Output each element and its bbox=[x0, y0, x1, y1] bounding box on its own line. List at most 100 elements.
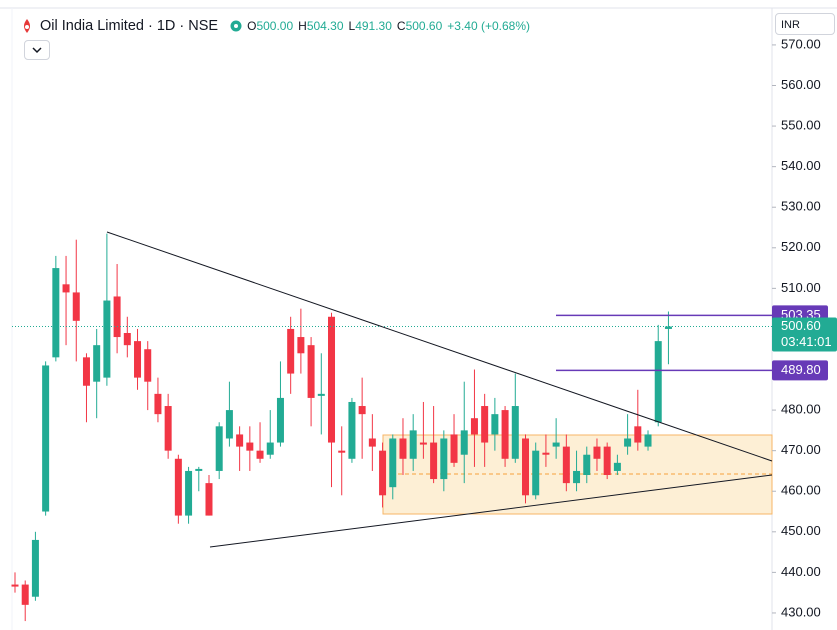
logo bbox=[24, 19, 30, 33]
ohlc-value: 504.30 bbox=[306, 19, 344, 33]
candle-body bbox=[532, 450, 540, 496]
candle-body bbox=[123, 332, 131, 346]
symbol-title: Oil India Limited · 1D · NSE bbox=[40, 18, 219, 34]
ohlc-values: O500.00 H504.30 L491.30 C500.60 bbox=[242, 19, 442, 33]
candle-body bbox=[348, 401, 356, 459]
candle-body bbox=[481, 406, 489, 443]
ohlc-key: C bbox=[396, 19, 406, 33]
legend-header: Oil India Limited · 1D · NSE O500.00 H504… bbox=[22, 16, 530, 36]
y-tick-label: 540.00 bbox=[781, 158, 821, 173]
candle-body bbox=[511, 406, 519, 459]
candle-body bbox=[634, 426, 642, 443]
candle-body bbox=[542, 452, 550, 455]
candle-body bbox=[113, 296, 121, 338]
candle-body bbox=[266, 442, 274, 455]
candle-body bbox=[287, 328, 295, 374]
candle-body bbox=[399, 438, 407, 459]
candle-body bbox=[21, 584, 29, 605]
candle-body bbox=[82, 357, 90, 386]
candle-body bbox=[644, 434, 652, 447]
last-price-badge bbox=[772, 317, 837, 352]
candle-body bbox=[593, 446, 601, 459]
trendline-upper bbox=[106, 231, 773, 462]
candle-body bbox=[491, 414, 499, 435]
y-tick-label: 560.00 bbox=[781, 77, 821, 92]
price-change: +3.40 (+0.68%) bbox=[447, 19, 531, 33]
candle-body bbox=[185, 470, 193, 516]
candle-body bbox=[72, 292, 80, 321]
candle-body bbox=[613, 462, 621, 471]
candle-body bbox=[624, 438, 632, 447]
candle-body bbox=[307, 345, 315, 398]
ohlc-key: L bbox=[348, 19, 356, 33]
candle-body bbox=[501, 410, 509, 459]
candle-body bbox=[215, 426, 223, 471]
candle-body bbox=[276, 397, 284, 443]
candle-body bbox=[450, 434, 458, 463]
candle-body bbox=[389, 438, 397, 488]
candle-body bbox=[225, 410, 233, 439]
status-dot bbox=[230, 20, 242, 32]
candle-body bbox=[654, 341, 662, 423]
candle-body bbox=[205, 483, 213, 516]
candle-body bbox=[144, 349, 152, 382]
candle-body bbox=[246, 442, 254, 451]
candle-body bbox=[583, 454, 591, 476]
candle-body bbox=[134, 341, 142, 378]
candle-body bbox=[664, 326, 672, 329]
candle-body bbox=[103, 300, 111, 378]
candle-body bbox=[358, 406, 366, 415]
candle-body bbox=[31, 539, 39, 597]
candle-body bbox=[154, 393, 162, 415]
candle-body bbox=[379, 450, 387, 496]
plot bbox=[11, 233, 772, 622]
countdown-label: 03:41:01 bbox=[781, 334, 832, 349]
price-axis: 430.00440.00450.00460.00470.00480.00490.… bbox=[772, 36, 837, 619]
y-tick-label: 440.00 bbox=[781, 564, 821, 579]
candle-body bbox=[42, 365, 50, 512]
ohlc-value: 491.30 bbox=[355, 19, 392, 33]
chevron bbox=[32, 47, 42, 54]
ohlc-key: H bbox=[298, 19, 307, 33]
candle-body bbox=[256, 450, 264, 459]
candle-body bbox=[368, 438, 376, 447]
candle-body bbox=[552, 442, 560, 447]
y-tick-label: 530.00 bbox=[781, 199, 821, 214]
candle-body bbox=[338, 450, 346, 453]
y-tick-label: 520.00 bbox=[781, 239, 821, 254]
candle-body bbox=[297, 337, 305, 354]
y-tick-label: 570.00 bbox=[781, 36, 821, 51]
ohlc-value: 500.60 bbox=[405, 19, 443, 33]
last-price-label: 500.60 bbox=[781, 318, 821, 333]
y-tick-label: 470.00 bbox=[781, 442, 821, 457]
candle-body bbox=[174, 458, 182, 516]
ohlc-key: O bbox=[247, 19, 257, 33]
candle-body bbox=[440, 438, 448, 480]
candle-body bbox=[52, 268, 60, 358]
price-level-label: 489.80 bbox=[781, 362, 821, 377]
y-tick-label: 430.00 bbox=[781, 604, 821, 619]
candle-body bbox=[62, 284, 70, 293]
y-tick-label: 460.00 bbox=[781, 483, 821, 498]
trendline-lower bbox=[209, 474, 773, 548]
candle-body bbox=[93, 345, 101, 382]
candle-body bbox=[317, 393, 325, 396]
candle-body bbox=[419, 442, 427, 445]
candle-body bbox=[164, 406, 172, 451]
candle-body bbox=[11, 584, 19, 587]
currency-button[interactable]: INR bbox=[775, 13, 835, 35]
candle-body bbox=[573, 470, 581, 484]
collapse-button[interactable] bbox=[24, 40, 50, 60]
ohlc-value: 500.00 bbox=[256, 19, 294, 33]
y-tick-label: 480.00 bbox=[781, 402, 821, 417]
candle-body bbox=[522, 438, 529, 496]
candle-body bbox=[236, 434, 244, 447]
candle-body bbox=[328, 316, 336, 443]
y-tick-label: 450.00 bbox=[781, 523, 821, 538]
y-tick-label: 510.00 bbox=[781, 280, 821, 295]
y-tick-label: 550.00 bbox=[781, 118, 821, 133]
candle-body bbox=[562, 446, 570, 484]
candle-body bbox=[470, 418, 478, 435]
